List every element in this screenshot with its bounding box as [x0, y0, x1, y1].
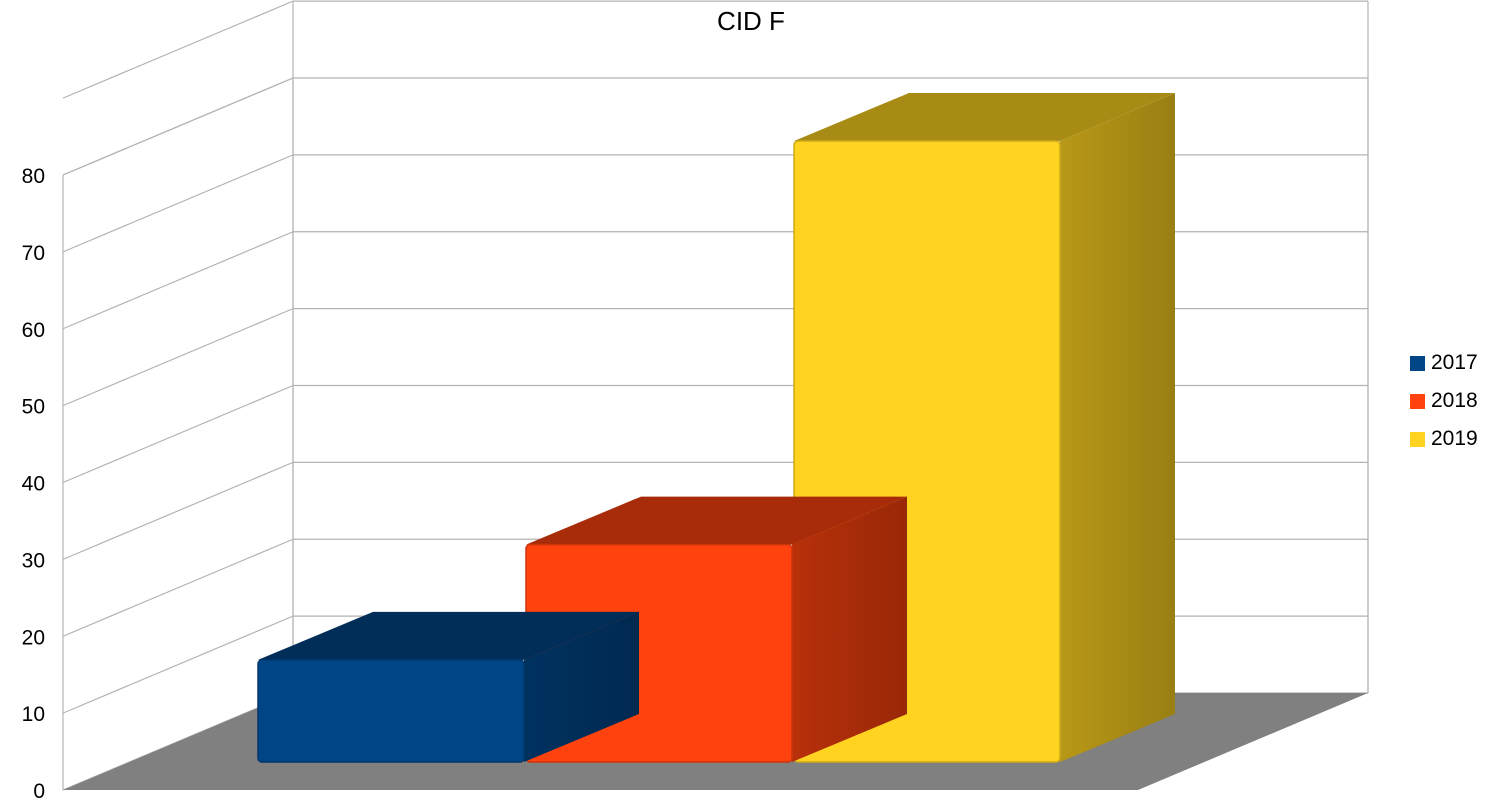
gridline-side — [62, 538, 294, 637]
y-tick-label: 50 — [22, 396, 45, 419]
y-tick-label: 70 — [22, 242, 45, 265]
gridline-side — [62, 384, 294, 484]
bar-top-face — [258, 611, 639, 660]
legend-swatch — [1410, 393, 1425, 409]
bar-front-face — [257, 659, 525, 763]
legend-label: 2018 — [1431, 389, 1478, 412]
y-tick-label: 40 — [22, 473, 45, 496]
y-tick-label: 80 — [22, 165, 45, 188]
bar-side-face — [524, 611, 639, 762]
bar-2018 — [525, 496, 907, 763]
y-tick-label: 20 — [22, 626, 45, 649]
y-tick-label: 30 — [22, 549, 45, 572]
bar-top-face — [526, 496, 907, 545]
chart-title: CID F — [717, 6, 785, 36]
y-tick-label: 60 — [22, 319, 45, 342]
y-tick-label: 10 — [22, 703, 45, 726]
y-tick-label: 0 — [33, 780, 45, 802]
legend-label: 2017 — [1431, 351, 1478, 374]
gridline-side — [62, 615, 294, 714]
legend-swatch — [1410, 431, 1425, 447]
gridline-side — [62, 154, 294, 253]
bar-side-face — [1060, 93, 1175, 762]
bar-2017 — [257, 611, 639, 763]
gridline-side — [62, 231, 294, 330]
bar-side-face — [792, 496, 907, 762]
gridline-side — [62, 77, 294, 176]
bar-top-face — [794, 93, 1175, 141]
gridline-side — [62, 308, 294, 407]
gridline-side — [62, 461, 294, 560]
gridline-side — [62, 0, 294, 99]
chart-bars — [257, 93, 1175, 763]
legend-label: 2019 — [1431, 427, 1478, 450]
legend: 2017 2018 2019 — [1410, 344, 1478, 458]
legend-item-2017: 2017 — [1410, 344, 1478, 382]
legend-swatch — [1410, 355, 1425, 371]
y-axis-ticks: 0 10 20 30 40 50 60 70 80 — [22, 165, 45, 802]
legend-item-2018: 2018 — [1410, 382, 1478, 420]
legend-item-2019: 2019 — [1410, 420, 1478, 458]
